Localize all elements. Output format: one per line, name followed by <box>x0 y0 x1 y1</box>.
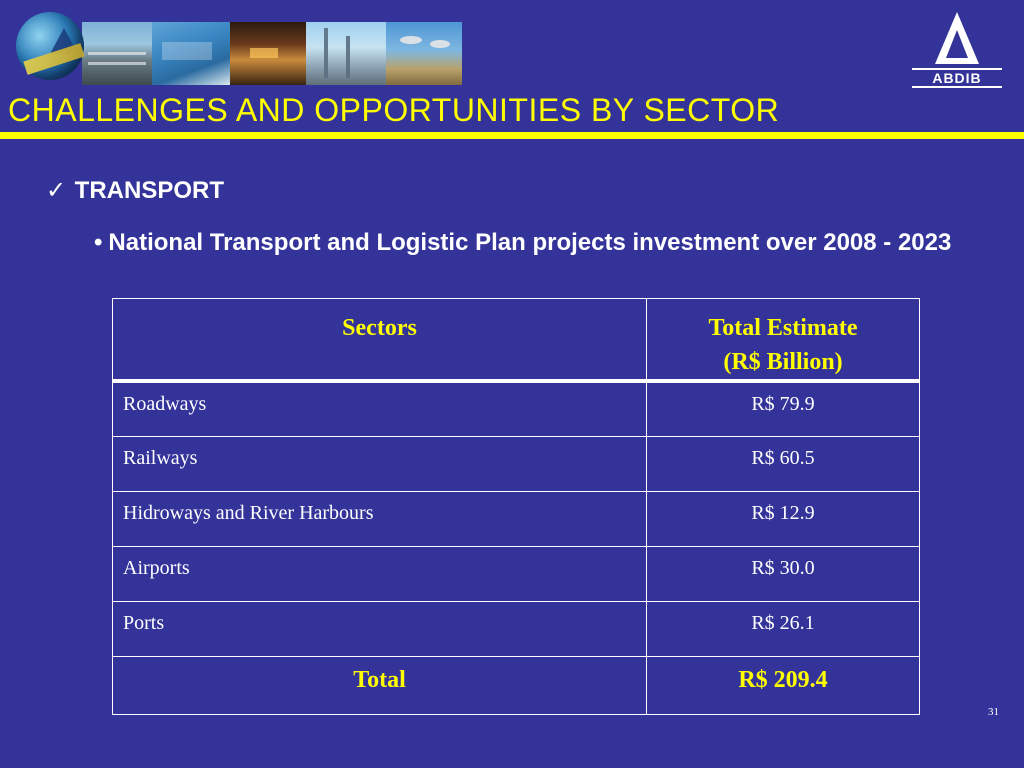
sector-value: R$ 60.5 <box>646 435 920 492</box>
header-banner <box>16 12 462 85</box>
sector-value: R$ 12.9 <box>646 490 920 547</box>
table-row: Hidroways and River Harbours R$ 12.9 <box>112 490 920 547</box>
table-row: Ports R$ 26.1 <box>112 600 920 657</box>
header-total-estimate: Total Estimate (R$ Billion) <box>646 298 920 383</box>
header-sectors: Sectors <box>112 298 647 383</box>
bullet-point: • National Transport and Logistic Plan pr… <box>94 226 966 260</box>
bullet-text: National Transport and Logistic Plan pro… <box>108 229 952 256</box>
sector-name: Ports <box>112 600 647 657</box>
sector-value: R$ 79.9 <box>646 380 920 437</box>
table-row: Railways R$ 60.5 <box>112 435 920 492</box>
water-towers-photo <box>386 22 462 85</box>
total-value: R$ 209.4 <box>646 655 920 715</box>
logo-text: ABDIB <box>912 68 1002 88</box>
header-estimate-line1: Total Estimate <box>708 315 858 341</box>
abdib-logo: ABDIB <box>912 12 1002 90</box>
industrial-plant-photo <box>230 22 306 85</box>
delta-logo-icon <box>935 12 979 64</box>
globe-emblem-icon <box>16 12 85 80</box>
sector-name: Roadways <box>112 380 647 437</box>
section-heading: ✓ TRANSPORT <box>46 176 224 205</box>
sector-name: Airports <box>112 545 647 602</box>
total-label: Total <box>112 655 647 715</box>
title-underline <box>0 132 1024 139</box>
sector-value: R$ 30.0 <box>646 545 920 602</box>
table-total-row: Total R$ 209.4 <box>112 655 920 715</box>
water-treatment-photo <box>82 22 152 85</box>
checkmark-icon: ✓ <box>46 177 67 204</box>
header-estimate-line2: (R$ Billion) <box>723 349 843 375</box>
sector-name: Hidroways and River Harbours <box>112 490 647 547</box>
table-row: Airports R$ 30.0 <box>112 545 920 602</box>
table-row: Roadways R$ 79.9 <box>112 380 920 437</box>
sector-name: Railways <box>112 435 647 492</box>
table-header-row: Sectors Total Estimate (R$ Billion) <box>112 298 920 383</box>
refinery-photo <box>306 22 386 85</box>
section-heading-text: TRANSPORT <box>74 177 225 204</box>
sector-value: R$ 26.1 <box>646 600 920 657</box>
page-number: 31 <box>988 706 999 718</box>
bullet-icon: • <box>94 229 103 256</box>
dam-spillway-photo <box>152 22 230 85</box>
investment-table: Sectors Total Estimate (R$ Billion) Road… <box>112 298 920 715</box>
page-title: CHALLENGES AND OPPORTUNITIES BY SECTOR <box>8 92 780 128</box>
